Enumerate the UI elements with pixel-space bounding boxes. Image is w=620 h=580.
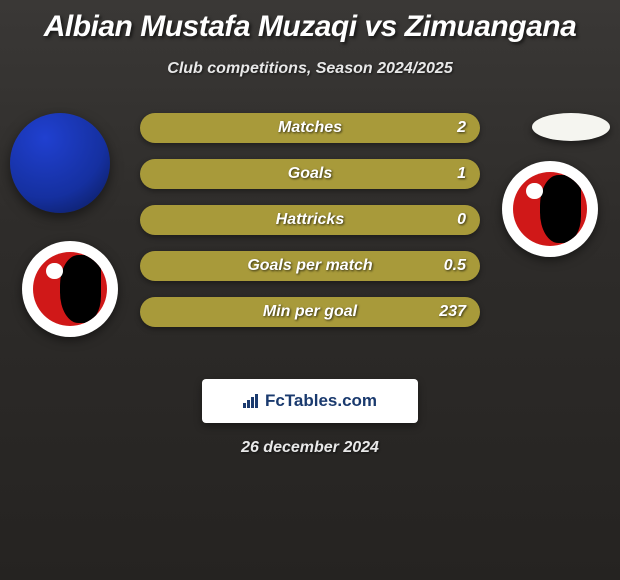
- stat-row-matches: Matches 2: [140, 113, 480, 143]
- stat-label: Matches: [278, 119, 342, 137]
- content-area: Matches 2 Goals 1 Hattricks 0 Goals per …: [0, 113, 620, 363]
- stat-label: Goals per match: [247, 257, 372, 275]
- stat-value: 237: [439, 303, 466, 321]
- club-badge-left: [22, 241, 118, 337]
- page-title: Albian Mustafa Muzaqi vs Zimuangana: [0, 0, 620, 44]
- brand-text: FcTables.com: [265, 391, 377, 411]
- stat-label: Goals: [288, 165, 332, 183]
- stat-label: Hattricks: [276, 211, 344, 229]
- player-right-shape: [532, 113, 610, 141]
- stat-value: 0.5: [444, 257, 466, 275]
- player-left-photo: [10, 113, 110, 213]
- stat-value: 0: [457, 211, 466, 229]
- player-right: [532, 113, 610, 141]
- club-badge-right: [502, 161, 598, 257]
- stat-label: Min per goal: [263, 303, 357, 321]
- stat-row-goals-per-match: Goals per match 0.5: [140, 251, 480, 281]
- chart-icon: [243, 394, 261, 408]
- stats-area: Matches 2 Goals 1 Hattricks 0 Goals per …: [140, 113, 480, 343]
- player-left: [10, 113, 110, 213]
- stat-value: 1: [457, 165, 466, 183]
- page-subtitle: Club competitions, Season 2024/2025: [0, 60, 620, 78]
- stat-row-hattricks: Hattricks 0: [140, 205, 480, 235]
- brand-box[interactable]: FcTables.com: [202, 379, 418, 423]
- stat-value: 2: [457, 119, 466, 137]
- stat-row-goals: Goals 1: [140, 159, 480, 189]
- date-text: 26 december 2024: [0, 439, 620, 457]
- stat-row-min-per-goal: Min per goal 237: [140, 297, 480, 327]
